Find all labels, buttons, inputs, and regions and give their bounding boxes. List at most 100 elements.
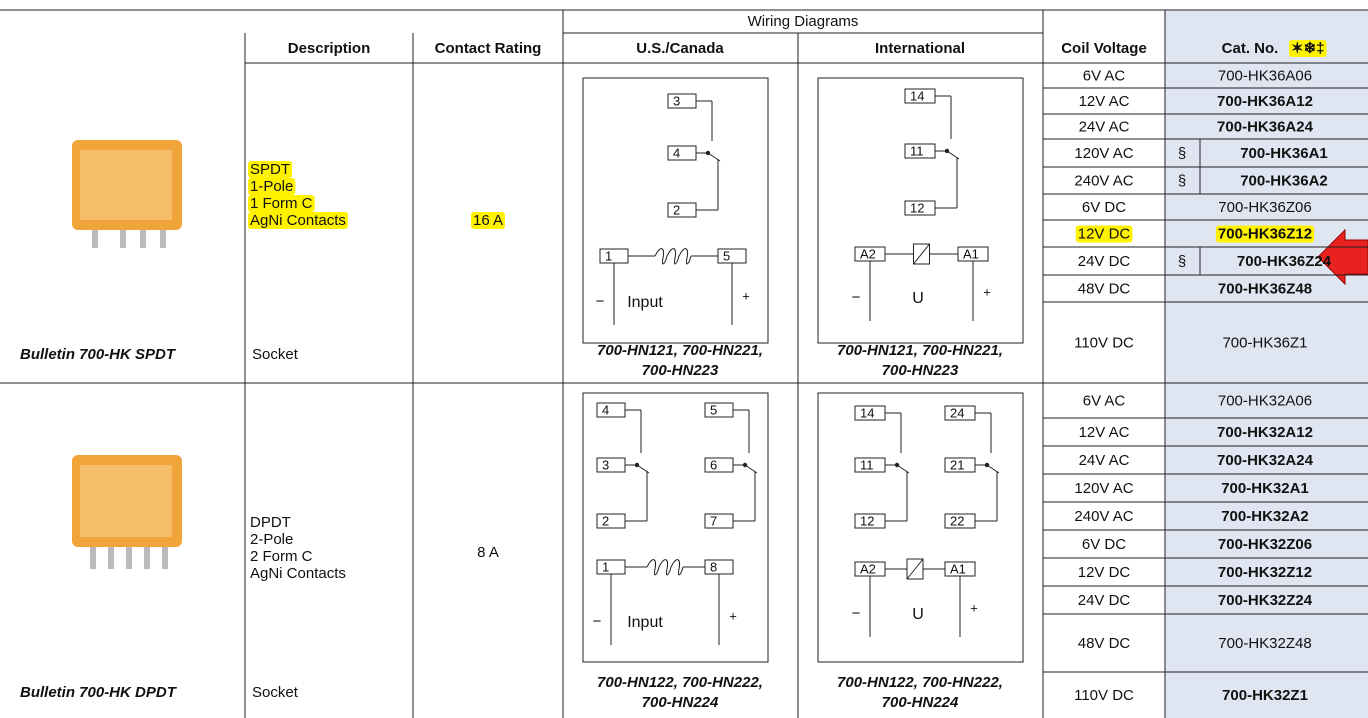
coil	[654, 248, 692, 265]
coil-voltage: 12V DC	[1078, 564, 1131, 581]
terminal-label: 14	[910, 88, 924, 103]
coil-voltage: 12V AC	[1079, 424, 1130, 441]
terminal-label: 1	[605, 248, 612, 263]
cat-no: 700-HK36Z12	[1218, 225, 1312, 242]
polarity: −	[852, 605, 861, 622]
coil-voltage: 12V AC	[1079, 93, 1130, 110]
coil-voltage: 48V DC	[1078, 280, 1131, 297]
terminal-label: 21	[950, 457, 964, 472]
coil	[906, 558, 924, 580]
coil-label: U	[912, 290, 924, 307]
group-header: Wiring Diagrams	[748, 13, 859, 30]
cat-no: 700-HK36Z48	[1218, 280, 1312, 297]
terminal-label: A2	[860, 561, 876, 576]
description: AgNi Contacts	[250, 565, 346, 582]
polarity: −	[593, 613, 602, 630]
socket-intl: 700-HN223	[882, 362, 959, 379]
column-header: Contact Rating	[435, 40, 542, 57]
terminal-label: 2	[673, 202, 680, 217]
terminal-label: 1	[602, 559, 609, 574]
terminal-label: A1	[963, 246, 979, 261]
socket-intl: 700-HN121, 700-HN221,	[837, 342, 1003, 359]
cat-no: 700-HK36Z1	[1222, 334, 1307, 351]
relay-image	[72, 140, 182, 248]
terminal-label: 4	[602, 402, 609, 417]
coil-voltage: 240V AC	[1074, 508, 1133, 525]
polarity: −	[596, 293, 605, 310]
terminal-label: 11	[860, 457, 874, 472]
terminal-label: 22	[950, 513, 964, 528]
column-header: U.S./Canada	[636, 40, 724, 57]
column-header: Description	[288, 40, 371, 57]
cat-no: 700-HK32Z12	[1218, 564, 1312, 581]
coil-voltage: 6V AC	[1083, 67, 1126, 84]
terminal-label: 11	[910, 143, 924, 158]
socket-intl: 700-HN224	[882, 694, 959, 711]
terminal-label: 14	[860, 405, 874, 420]
terminal-label: 3	[673, 93, 680, 108]
cat-no: 700-HK36A2	[1240, 172, 1328, 189]
highlight	[470, 211, 506, 229]
terminal-label: A1	[950, 561, 966, 576]
highlight	[1075, 225, 1133, 243]
cat-no: 700-HK32A24	[1217, 452, 1314, 469]
coil-voltage: 6V AC	[1083, 392, 1126, 409]
cat-no: 700-HK36Z24	[1237, 253, 1332, 270]
cat-no: 700-HK32Z24	[1218, 592, 1313, 609]
cat-no: 700-HK32A1	[1221, 480, 1309, 497]
polarity: +	[970, 600, 978, 615]
coil-voltage: 24V AC	[1079, 452, 1130, 469]
coil-label: Input	[627, 614, 663, 631]
terminal-label: 5	[710, 402, 717, 417]
coil-voltage: 120V AC	[1074, 480, 1133, 497]
socket-us: 700-HN224	[642, 694, 719, 711]
terminal-label: A2	[860, 246, 876, 261]
terminal-label: 24	[950, 405, 964, 420]
highlight	[1215, 225, 1315, 243]
polarity: −	[852, 289, 861, 306]
coil-voltage: 110V DC	[1074, 687, 1134, 704]
column-header: Coil Voltage	[1061, 40, 1147, 57]
coil-voltage: 120V AC	[1074, 145, 1133, 162]
polarity: +	[729, 608, 737, 623]
coil	[913, 243, 930, 265]
terminal-label: 3	[602, 457, 609, 472]
bulletin: Bulletin 700-HK SPDT	[20, 346, 177, 363]
terminal-label: 4	[673, 145, 680, 160]
terminal-label: 7	[710, 513, 717, 528]
cat-no: 700-HK36A1	[1240, 145, 1328, 162]
section-mark: §	[1178, 172, 1186, 189]
terminal-label: 5	[723, 248, 730, 263]
highlight	[248, 211, 348, 229]
cat-no: 700-HK32A06	[1218, 392, 1312, 409]
description: 1 Form C	[250, 195, 313, 212]
cat-no: 700-HK32Z48	[1218, 635, 1311, 652]
highlight	[1289, 39, 1327, 57]
description: DPDT	[250, 514, 291, 531]
cat-no: 700-HK36A12	[1217, 93, 1313, 110]
socket-label: Socket	[252, 684, 299, 701]
coil-label: U	[912, 606, 924, 623]
cat-column-bg	[1165, 10, 1368, 718]
coil-voltage: 48V DC	[1078, 635, 1131, 652]
description: AgNi Contacts	[250, 212, 346, 229]
description: 1-Pole	[250, 178, 293, 195]
description: SPDT	[250, 161, 290, 178]
contact-rating: 16 A	[473, 212, 503, 229]
coil-voltage: 6V DC	[1082, 536, 1126, 553]
pointer-arrow	[1317, 228, 1368, 286]
terminal-label: 8	[710, 559, 717, 574]
column-header: International	[875, 40, 965, 57]
socket-us: 700-HN121, 700-HN221,	[597, 342, 763, 359]
terminal-label: 2	[602, 513, 609, 528]
polarity: +	[983, 284, 991, 299]
diagram-frame	[817, 392, 1024, 663]
cat-no: 700-HK32A2	[1221, 508, 1309, 525]
cat-no: 700-HK36A06	[1218, 67, 1312, 84]
cat-symbols: ✶❄‡	[1291, 40, 1324, 57]
column-header: Cat. No.	[1222, 40, 1279, 57]
coil-label: Input	[627, 294, 663, 311]
terminal-label: 6	[710, 457, 717, 472]
